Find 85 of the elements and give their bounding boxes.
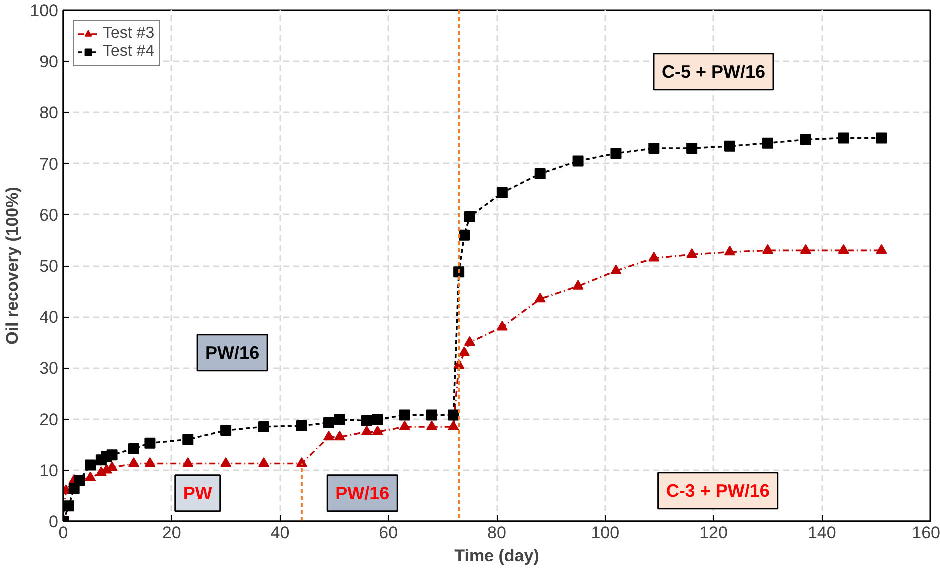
legend-label: Test #3: [103, 25, 155, 43]
point: [144, 457, 156, 468]
point: [426, 410, 438, 421]
point: [496, 321, 508, 331]
point: [182, 457, 194, 468]
point: [572, 280, 584, 290]
point: [296, 457, 308, 468]
point: [838, 132, 850, 144]
y-tick-label: 20: [40, 410, 59, 430]
point: [876, 132, 888, 144]
point: [448, 410, 460, 421]
y-tick-label: 40: [40, 308, 59, 328]
point: [372, 426, 384, 436]
point: [534, 292, 546, 303]
point: [426, 420, 438, 430]
y-axis-title: Oil recovery (100%): [3, 187, 22, 345]
point: [458, 346, 470, 356]
point: [762, 244, 774, 254]
point: [128, 457, 140, 468]
annotation: C-5 + PW/16: [662, 62, 766, 82]
annotation: PW/16: [206, 342, 260, 363]
point: [361, 426, 372, 436]
legend-label: Test #4: [103, 43, 155, 61]
point: [296, 420, 308, 432]
y-tick-label: 90: [40, 52, 59, 72]
point: [448, 420, 460, 430]
point: [610, 148, 622, 160]
x-tick-label: 40: [270, 524, 290, 542]
point: [361, 415, 372, 426]
point: [648, 142, 660, 154]
point: [534, 168, 546, 180]
point: [334, 414, 346, 426]
point: [182, 434, 194, 446]
annotation: C-3 + PW/16: [666, 480, 770, 501]
y-tick-label: 100: [30, 2, 59, 20]
point: [324, 417, 335, 428]
x-tick-label: 140: [808, 524, 836, 542]
point: [458, 230, 470, 241]
point: [454, 266, 465, 278]
point: [258, 457, 270, 468]
point: [496, 187, 508, 198]
annotation: PW/16: [336, 483, 390, 504]
x-tick-label: 20: [162, 524, 182, 542]
point: [399, 420, 410, 430]
point: [106, 450, 118, 461]
x-tick-label: 80: [488, 524, 506, 542]
annotation: PW: [183, 483, 212, 504]
y-tick-label: 60: [40, 206, 59, 225]
y-tick-label: 80: [40, 104, 59, 123]
point: [144, 438, 156, 449]
x-axis-title: Time (day): [454, 546, 540, 566]
point: [838, 244, 850, 254]
y-tick-label: 50: [40, 257, 59, 276]
point: [74, 475, 86, 486]
point: [372, 414, 384, 426]
point: [399, 410, 410, 421]
point: [258, 421, 270, 432]
point: [876, 244, 888, 254]
x-tick-label: 100: [591, 524, 620, 542]
point: [762, 138, 774, 149]
point: [610, 264, 622, 274]
y-tick-label: 30: [40, 359, 59, 378]
point: [220, 457, 232, 468]
point: [128, 443, 140, 454]
point: [648, 252, 660, 262]
point: [686, 248, 698, 258]
point: [800, 244, 812, 254]
point: [572, 156, 584, 167]
x-tick-label: 120: [700, 524, 728, 542]
point: [85, 472, 96, 482]
y-tick-label: 70: [40, 154, 59, 174]
point: [724, 140, 736, 152]
point: [464, 211, 476, 222]
point: [686, 142, 698, 154]
point: [220, 425, 232, 436]
x-tick-label: 60: [379, 524, 398, 542]
point: [324, 430, 335, 441]
point: [800, 134, 812, 146]
point: [85, 460, 96, 471]
point: [64, 500, 74, 512]
x-tick-label: 160: [912, 524, 940, 542]
point: [464, 336, 476, 346]
point: [334, 430, 346, 441]
y-tick-label: 10: [40, 461, 59, 480]
point: [724, 246, 736, 256]
